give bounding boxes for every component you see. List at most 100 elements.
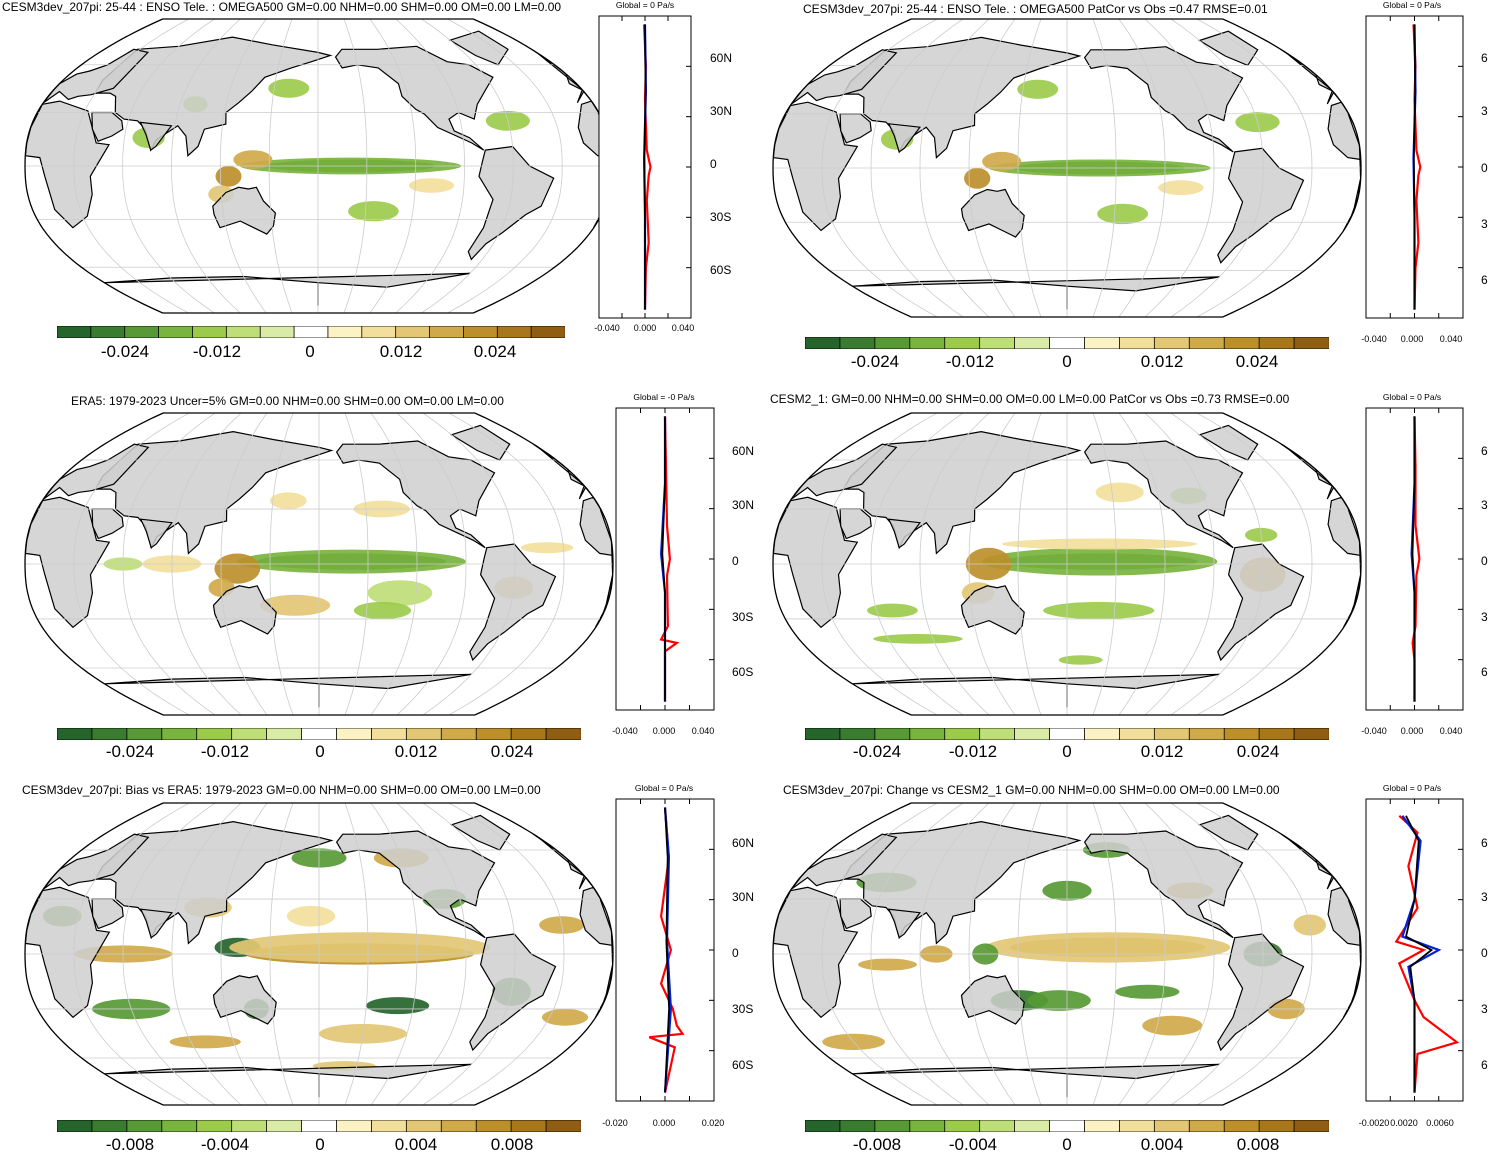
colorbar-box [361,326,397,338]
colorbar-box [1084,337,1121,349]
colorbar-box [1258,337,1295,349]
colorbar-label: 0 [315,1135,325,1154]
colorbar-box [1014,728,1051,740]
longitude-line [122,19,215,313]
longitude-line [220,413,268,715]
colorbar-box [839,1120,876,1132]
land-india [139,518,173,549]
colorbar-box [1188,728,1225,740]
land-europe [791,49,898,105]
land-southamerica [1217,933,1305,1052]
lat-label: 6 [1481,444,1488,458]
colorbar-box [231,728,268,740]
colorbar-label: -0.024 [850,352,900,371]
longitude-line [1118,803,1166,1105]
lat-label: 3 [1481,890,1488,904]
colorbar-label: -0.008 [852,1135,902,1154]
colorbar [805,337,1329,349]
colorbar-box [1223,337,1260,349]
longitude-line [268,19,293,313]
x-tick-label: -0.040 [1361,334,1387,344]
zonal-mean-profile [598,15,692,319]
profile-mean-line [664,807,671,1093]
land-greenland [450,814,511,851]
colorbar-box [1153,1120,1190,1132]
colorbar-box [259,326,295,338]
longitude-line [1144,413,1215,715]
longitude-line [968,803,1016,1105]
longitude-line [422,413,516,715]
longitude-line [870,19,964,317]
longitude-line [370,413,418,715]
longitude-line [448,413,565,715]
colorbar-label: -0.024 [100,342,150,361]
colorbar-box [944,337,981,349]
lat-label: 30S [732,610,754,624]
land-northamerica [1083,830,1244,939]
lat-label: 30S [732,1002,754,1016]
anomaly-region [215,166,242,187]
colorbar-box [1293,1120,1329,1132]
zonal-mean-profile [615,407,715,711]
anomaly-region [367,580,433,606]
colorbar-box [301,1120,338,1132]
colorbar-label: 0.012 [1140,742,1184,761]
colorbar-box [266,1120,303,1132]
longitude-line [395,19,465,313]
profile-model-line [659,416,680,702]
anomaly-region [982,151,1022,172]
anomaly-region [353,601,412,620]
anomaly-region [348,201,399,222]
longitude-line [220,803,268,1105]
anomaly-region [1097,203,1148,225]
colorbar-box [90,326,126,338]
colorbar-box [336,1120,373,1132]
colorbar-box [909,337,946,349]
lat-label: 3 [1481,104,1488,118]
colorbar-box [1153,337,1190,349]
colorbar-label: 0 [1062,1135,1072,1154]
profile-mean-line [661,416,666,702]
colorbar-label: -0.012 [948,742,998,761]
longitude-line [344,413,369,715]
longitude-line [919,413,990,715]
land-northamerica [335,440,496,549]
lat-label: 60N [732,444,755,458]
colorbar-label: 0.004 [1140,1135,1184,1154]
land-northamerica [335,830,496,939]
colorbar [805,728,1329,740]
colorbar-label: 0.024 [1236,742,1280,761]
lat-label: 3 [1481,498,1488,512]
colorbar-label: 0.012 [1140,352,1184,371]
colorbar-box [909,1120,946,1132]
x-tick-label: 0.000 [652,1118,676,1128]
lat-label: 60S [732,1058,754,1072]
longitude-line [919,19,990,317]
profile-model-line [1394,814,1460,1093]
panel-title: CESM2_1: GM=0.00 NHM=0.00 SHM=0.00 OM=0.… [770,392,1290,406]
longitude-line [73,19,189,313]
colorbar-label: -0.024 [852,742,902,761]
colorbar-box [475,1120,512,1132]
x-tick-label: -0.020 [602,1118,628,1128]
colorbar-box [440,728,477,740]
anomaly-region [858,958,917,971]
profile-title: Global = 0 Pa/s [634,783,694,793]
colorbar-box [545,728,581,740]
longitude-line [1170,413,1264,715]
longitude-line [1144,803,1215,1105]
longitude-line [1017,803,1042,1105]
lat-label: 60S [710,263,732,277]
land-india [887,123,922,153]
anomaly-region [214,553,261,584]
colorbar-label: -0.004 [948,1135,998,1154]
x-tick-label: 0.000 [652,726,676,736]
longitude-line [369,19,417,313]
longitude-line [269,413,294,715]
longitude-line [1118,413,1166,715]
colorbar-box [91,1120,128,1132]
longitude-line [821,413,938,715]
lat-label: 30N [732,890,755,904]
colorbar-label: 0.024 [1235,352,1279,371]
longitude-line [1017,413,1042,715]
